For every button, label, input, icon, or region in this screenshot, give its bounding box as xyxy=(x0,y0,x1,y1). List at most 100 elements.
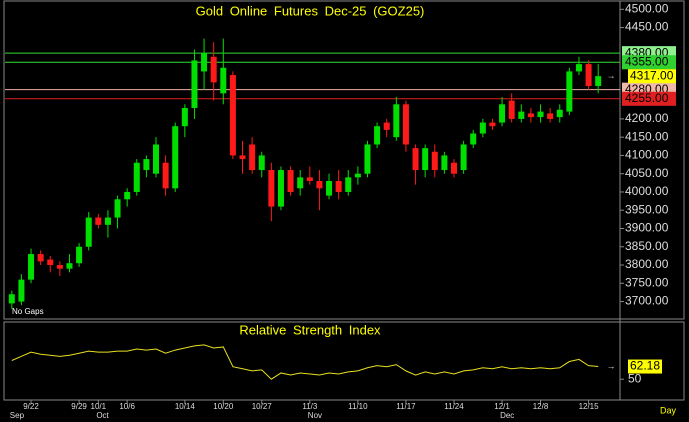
candle-body xyxy=(460,144,467,171)
y-tick-label: 3750.00 xyxy=(625,275,669,289)
candle-body xyxy=(8,294,15,304)
candle-body xyxy=(316,181,323,189)
candle-body xyxy=(104,217,111,225)
y-tick-label: 4500.00 xyxy=(625,1,669,15)
candle-body xyxy=(85,217,92,247)
x-tick-label: 9/29 xyxy=(71,402,87,411)
candle-body xyxy=(489,122,496,127)
candle-body xyxy=(95,217,102,225)
candle-body xyxy=(249,144,256,171)
candle-body xyxy=(268,170,275,207)
candle-body xyxy=(297,177,304,189)
candle-body xyxy=(499,104,506,123)
candle-body xyxy=(181,107,188,127)
candle-body xyxy=(518,111,525,119)
candle-body xyxy=(527,113,534,118)
candle-body xyxy=(66,263,73,269)
candle-body xyxy=(133,162,140,192)
candle-body xyxy=(364,144,371,174)
candle-body xyxy=(537,111,544,118)
x-tick-label: 11/10 xyxy=(348,402,368,411)
y-tick-label: 4050.00 xyxy=(625,166,669,180)
candle-body xyxy=(124,191,131,200)
candle-body xyxy=(431,151,438,171)
last-box xyxy=(628,359,662,374)
month-label: Oct xyxy=(96,411,109,420)
month-label: Nov xyxy=(308,411,322,420)
candle-body xyxy=(345,177,352,192)
candle-body xyxy=(114,199,121,218)
x-tick-label: 11/24 xyxy=(444,402,464,411)
last-label: 4317.00 xyxy=(630,68,674,82)
rsi-title: Relative Strength Index xyxy=(239,322,381,337)
x-tick-label: 10/27 xyxy=(252,402,273,411)
y-tick-label: 4150.00 xyxy=(625,129,669,143)
rsi-panel xyxy=(3,321,685,401)
chart-title: Gold Online Futures Dec-25 (GOZ25) xyxy=(196,3,425,18)
candle-body xyxy=(374,126,381,145)
candle-body xyxy=(595,76,602,87)
y-tick-label: 3700.00 xyxy=(625,294,669,308)
y-tick-label: 3900.00 xyxy=(625,221,669,235)
candle-body xyxy=(422,148,429,171)
candle-body xyxy=(258,155,265,171)
candle-body xyxy=(37,254,44,262)
x-tick-label: 12/8 xyxy=(533,402,549,411)
y-tick-label: 4000.00 xyxy=(625,184,669,198)
candle-body xyxy=(220,67,227,94)
candle-body xyxy=(326,181,333,196)
x-tick-label: 10/20 xyxy=(213,402,234,411)
x-tick-label: 12/1 xyxy=(494,402,510,411)
candle-body xyxy=(441,155,448,171)
candle-body xyxy=(201,53,208,72)
x-tick-label: 10/6 xyxy=(119,402,135,411)
candle-body xyxy=(76,246,83,264)
candle-body xyxy=(451,162,457,174)
x-tick-label: 9/22 xyxy=(23,402,39,411)
y-tick-label: 4200.00 xyxy=(625,111,669,125)
y-tick-label: 4100.00 xyxy=(625,148,669,162)
rsi-line xyxy=(11,344,599,380)
candle-body xyxy=(412,148,419,171)
candle-body xyxy=(162,162,169,189)
price-panel xyxy=(3,0,685,320)
candle-body xyxy=(566,71,573,112)
candle-body xyxy=(585,64,592,87)
candle-body xyxy=(383,122,390,130)
y-tick-label: 3950.00 xyxy=(625,202,669,216)
candle-body xyxy=(287,170,294,192)
candle-body xyxy=(210,56,217,83)
candle-body xyxy=(335,181,342,192)
candle-body xyxy=(143,159,150,171)
candle-body xyxy=(239,155,246,160)
last-label: 62.18 xyxy=(630,359,660,373)
candle-body xyxy=(277,170,284,207)
y-tick-label: 4450.00 xyxy=(625,20,669,34)
candle-body xyxy=(56,265,63,269)
y-tick-label: 50 xyxy=(628,371,642,385)
candle-body xyxy=(153,144,159,174)
x-tick-label: 10/1 xyxy=(91,402,107,411)
last-arrow: → xyxy=(607,361,616,371)
candle-body xyxy=(28,254,35,280)
candle-body xyxy=(556,109,563,118)
candle-body xyxy=(47,259,54,266)
candle-body xyxy=(18,279,25,302)
x-tick-label: 11/3 xyxy=(302,402,318,411)
candle-body xyxy=(479,122,486,134)
candle-body xyxy=(547,113,554,119)
y-tick-label: 3850.00 xyxy=(625,239,669,253)
candle-body xyxy=(306,177,313,182)
candle-body xyxy=(393,104,400,138)
last-box xyxy=(628,69,676,84)
month-label: Sep xyxy=(10,411,25,420)
x-tick-label: 10/14 xyxy=(175,402,196,411)
candle-body xyxy=(354,173,361,178)
candle-body xyxy=(229,75,236,156)
candle-body xyxy=(402,104,409,145)
candle-body xyxy=(508,100,515,119)
month-label: Dec xyxy=(500,411,514,420)
